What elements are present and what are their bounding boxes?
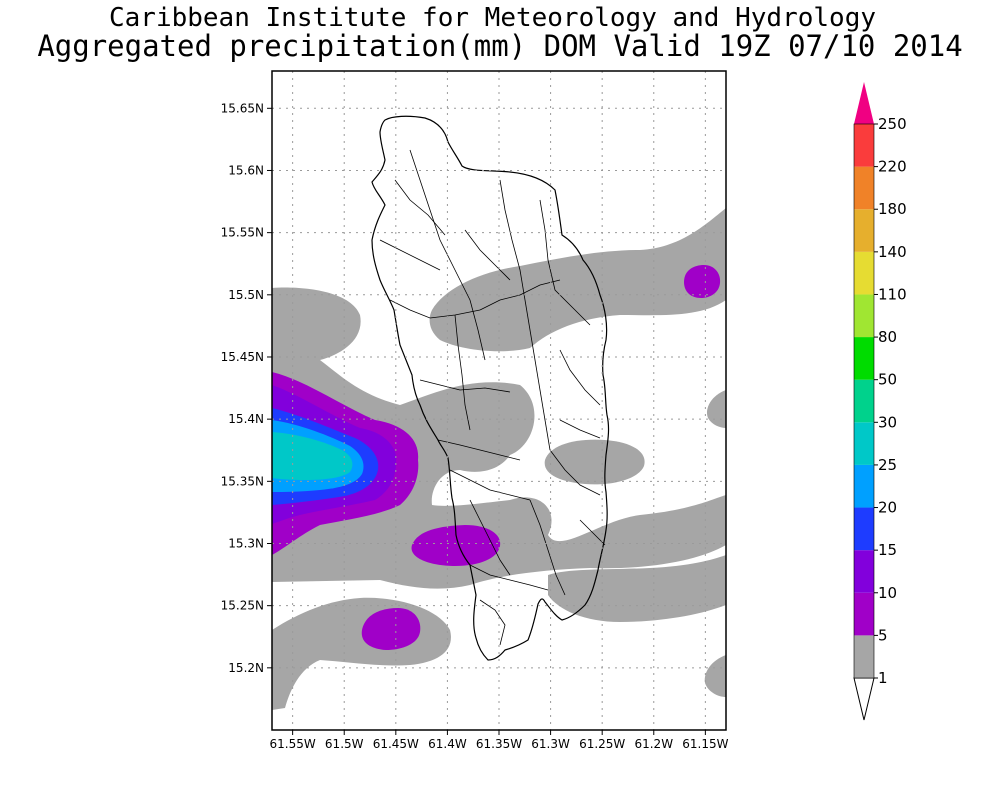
precip-area <box>411 525 501 566</box>
lat-tick-label: 15.4N <box>228 412 264 426</box>
colorbar-label: 180 <box>878 200 907 218</box>
lat-tick-label: 15.5N <box>228 288 264 302</box>
colorbar-min-arrow <box>853 677 875 721</box>
river <box>539 199 591 326</box>
lat-tick-label: 15.55N <box>221 226 264 240</box>
river <box>559 419 601 439</box>
colorbar-swatch <box>854 550 874 593</box>
chart-title-line1: Caribbean Institute for Meteorology and … <box>108 3 876 33</box>
precip-area <box>272 287 726 589</box>
river <box>464 229 511 281</box>
precip-area <box>706 390 726 428</box>
river <box>559 349 601 406</box>
lon-tick-label: 61.25W <box>579 737 625 751</box>
colorbar-label: 50 <box>878 371 897 389</box>
precip-area <box>704 655 726 697</box>
colorbar-swatch <box>854 464 874 508</box>
lat-tick-label: 15.6N <box>228 163 264 177</box>
river <box>549 449 601 496</box>
colorbar-label: 25 <box>878 456 897 474</box>
colorbar-label: 20 <box>878 499 897 517</box>
lat-tick-label: 15.35N <box>221 474 264 488</box>
colorbar-label: 30 <box>878 413 897 431</box>
colorbar-swatch <box>854 337 874 380</box>
latitude-axis: 15.65N 15.6N 15.55N 15.5N 15.45N 15.4N 15.35N 1… <box>221 101 272 675</box>
colorbar-swatch <box>854 209 874 252</box>
river <box>449 469 531 501</box>
lon-tick-label: 61.5W <box>325 737 364 751</box>
lon-tick-label: 61.3W <box>531 737 570 751</box>
precip-area <box>544 439 645 485</box>
river <box>499 179 526 301</box>
river <box>454 314 471 431</box>
river-network <box>379 149 606 646</box>
lon-tick-label: 61.35W <box>476 737 522 751</box>
river <box>469 499 511 576</box>
colorbar-label: 140 <box>878 243 907 261</box>
colorbar-label: 80 <box>878 328 897 346</box>
longitude-axis: 61.55W 61.5W 61.45W 61.4W 61.35W 61.3W 61.25W 6… <box>270 730 729 751</box>
precipitation-field <box>272 208 726 710</box>
river <box>579 519 606 546</box>
lon-tick-label: 61.55W <box>270 737 316 751</box>
colorbar-label: 1 <box>878 669 888 687</box>
colorbar-label: 110 <box>878 285 907 303</box>
colorbar-swatch <box>854 507 874 551</box>
colorbar-swatch <box>854 635 874 678</box>
colorbar-swatch <box>854 294 874 338</box>
river <box>437 439 521 461</box>
colorbar-label: 10 <box>878 584 897 602</box>
colorbar-swatch <box>854 379 874 423</box>
river <box>529 499 566 596</box>
lon-tick-label: 61.15W <box>682 737 728 751</box>
colorbar-label: 5 <box>878 626 888 644</box>
lat-tick-label: 15.25N <box>221 599 264 613</box>
lat-tick-label: 15.65N <box>221 101 264 115</box>
colorbar-swatch <box>854 124 874 167</box>
chart-title-line2: Aggregated precipitation(mm) DOM Valid 1… <box>37 29 963 63</box>
precip-area <box>361 608 421 650</box>
colorbar-swatch <box>854 422 874 465</box>
river <box>419 379 511 393</box>
river <box>379 239 441 271</box>
river <box>394 179 446 236</box>
lon-tick-label: 61.4W <box>428 737 467 751</box>
colorbar-label: 15 <box>878 541 897 559</box>
colorbar-swatch <box>854 251 874 295</box>
river <box>479 599 506 646</box>
colorbar-swatch <box>854 592 874 636</box>
colorbar-label: 220 <box>878 158 907 176</box>
colorbar-max-arrow <box>854 82 874 124</box>
lat-tick-label: 15.45N <box>221 350 264 364</box>
river <box>389 299 481 319</box>
lat-tick-label: 15.3N <box>228 536 264 550</box>
precip-area <box>429 208 726 352</box>
colorbar-label: 250 <box>878 115 907 133</box>
island-dominica <box>371 115 610 661</box>
precip-area <box>272 432 353 480</box>
precip-area <box>548 555 726 622</box>
precip-area <box>272 597 451 710</box>
lon-tick-label: 61.45W <box>373 737 419 751</box>
river <box>524 299 551 451</box>
colorbar-outline <box>853 123 875 679</box>
lon-tick-label: 61.2W <box>634 737 673 751</box>
river <box>469 564 549 591</box>
precip-area <box>684 265 721 298</box>
gridlines <box>272 71 726 730</box>
coastline <box>371 115 610 661</box>
lat-tick-label: 15.2N <box>228 661 264 675</box>
colorbar-swatch <box>854 166 874 210</box>
river <box>479 279 561 311</box>
